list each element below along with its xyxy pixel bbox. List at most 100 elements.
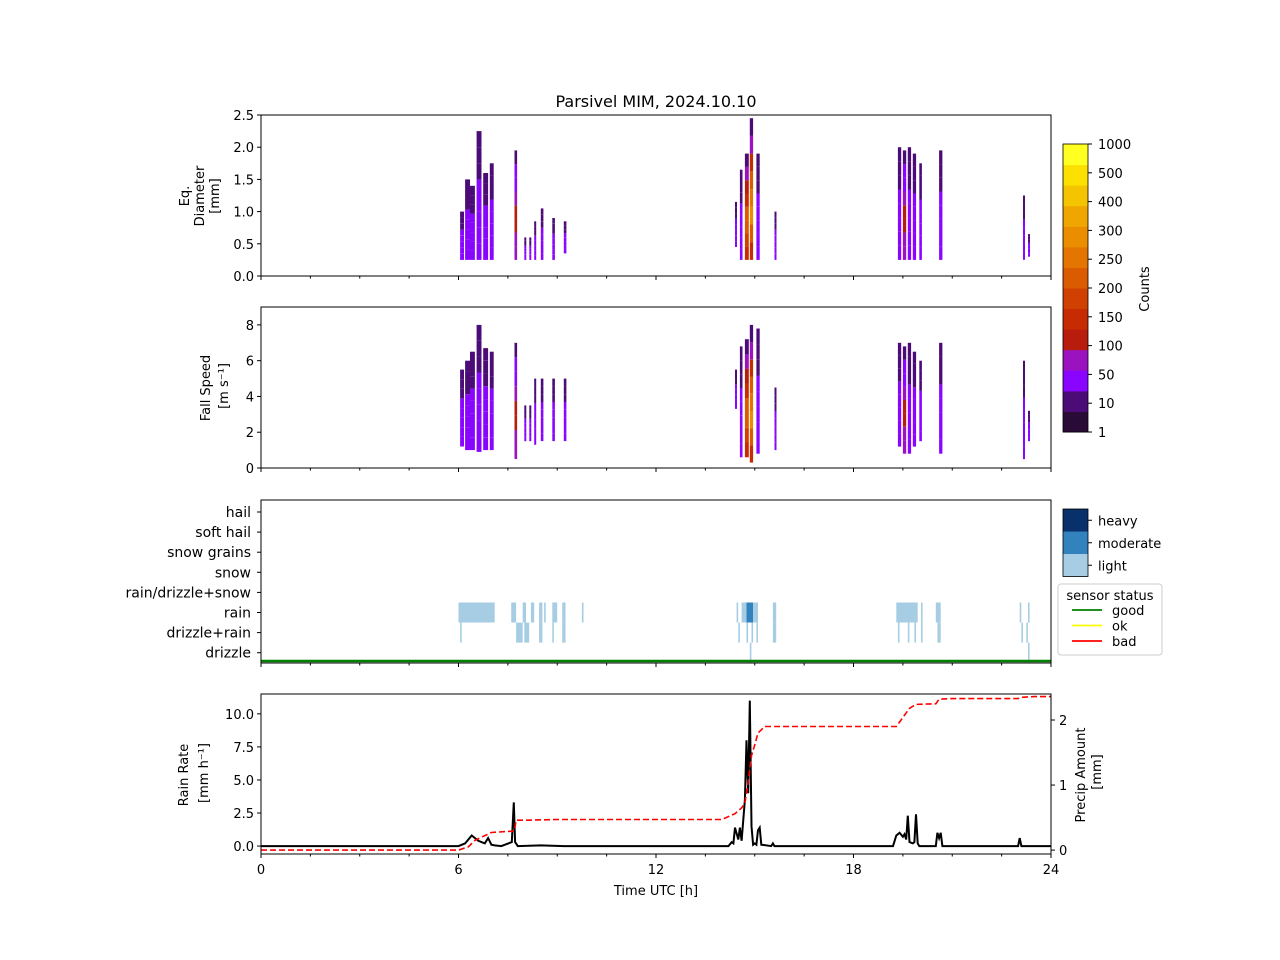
heatmap-cell — [552, 417, 555, 426]
heatmap-cell — [1028, 429, 1030, 434]
heatmap-cell — [739, 346, 743, 361]
heatmap-cell — [919, 223, 922, 236]
heatmap-cell — [774, 217, 777, 224]
heatmap-cell — [1023, 235, 1025, 244]
heatmap-cell — [919, 380, 922, 391]
heatmap-cell — [749, 224, 754, 243]
heatmap-cell — [470, 250, 475, 260]
heatmap-event-18 — [774, 387, 777, 451]
heatmap-cell — [902, 164, 907, 178]
heatmap-event-21 — [907, 342, 912, 454]
drizzle-rain-segment — [907, 622, 910, 643]
heatmap-cell — [465, 360, 470, 372]
heatmap-event-14 — [739, 346, 743, 458]
heatmap-cell — [774, 387, 777, 396]
heatmap-cell — [912, 180, 917, 194]
y-tick-label: 1.5 — [233, 173, 254, 188]
heatmap-cell — [756, 406, 760, 423]
colorbar-cell — [1063, 226, 1088, 248]
rain-segment — [522, 602, 526, 623]
heatmap-cell — [749, 118, 754, 136]
heatmap-cell — [460, 427, 464, 437]
fall-speed-ylabel-line1: Fall Speed — [199, 355, 214, 421]
heatmap-cell — [460, 436, 464, 447]
x-tick-label: 12 — [648, 863, 665, 878]
colorbar-tick-label: 200 — [1098, 282, 1123, 297]
heatmap-cell — [744, 206, 749, 221]
heatmap-event-10 — [540, 378, 544, 442]
heatmap-cell — [483, 183, 489, 195]
colorbar-tick-label: 1 — [1098, 426, 1106, 441]
drizzle-rain-segment — [937, 622, 941, 643]
heatmap-cell — [919, 199, 922, 212]
heatmap-cell — [756, 233, 760, 247]
heatmap-cell — [744, 368, 749, 384]
heatmap-cell — [534, 386, 537, 396]
heatmap-cell — [540, 386, 544, 395]
heatmap-cell — [939, 150, 943, 165]
heatmap-cell — [744, 233, 749, 247]
heatmap-cell — [534, 230, 537, 236]
drizzle-rain-segment — [552, 622, 554, 643]
colorbar-cell — [1063, 411, 1088, 433]
heatmap-cell — [1028, 422, 1030, 426]
heatmap-cell — [1023, 219, 1025, 228]
heatmap-event-26 — [1028, 234, 1030, 257]
heatmap-cell — [529, 436, 532, 442]
heatmap-cell — [552, 378, 555, 387]
heatmap-cell — [465, 383, 470, 395]
heatmap-cell — [483, 194, 489, 206]
heatmap-cell — [529, 414, 532, 419]
heatmap-cell — [460, 211, 464, 218]
heatmap-cell — [902, 177, 907, 192]
heatmap-cell — [524, 409, 527, 415]
heatmap-cell — [552, 228, 555, 234]
heatmap-cell — [540, 247, 544, 254]
heatmap-cell — [476, 163, 482, 180]
heatmap-cell — [919, 421, 922, 432]
heatmap-cell — [919, 411, 922, 422]
category-label: rain/drizzle+snow — [126, 585, 251, 601]
category-label: rain — [224, 606, 251, 622]
drizzle-rain-segment — [738, 622, 740, 643]
rain-segment — [544, 602, 546, 623]
heatmap-cell — [552, 223, 555, 229]
heatmap-cell — [524, 418, 527, 424]
heatmap-cell — [534, 436, 537, 445]
heatmap-cell — [534, 235, 537, 241]
heatmap-cell — [919, 187, 922, 200]
rain-segment — [581, 602, 584, 623]
heatmap-cell — [756, 220, 760, 234]
heatmap-cell — [907, 439, 912, 454]
heatmap-event-10 — [540, 208, 544, 260]
heatmap-cell — [735, 230, 737, 236]
rain-segment — [511, 602, 517, 623]
y-tick-label: 0.0 — [233, 840, 254, 855]
heatmap-cell — [907, 426, 912, 440]
heatmap-cell — [749, 342, 754, 360]
heatmap-cell — [465, 405, 470, 417]
heatmap-cell — [1028, 418, 1030, 423]
heatmap-cell — [1023, 422, 1025, 435]
heatmap-cell — [483, 411, 489, 425]
heatmap-cell — [774, 411, 777, 419]
heatmap-cell — [524, 423, 527, 428]
heatmap-cell — [1023, 409, 1025, 423]
precip-type-panel: hail soft hail snow grains snow rain/drizzle… — [126, 499, 1052, 667]
heatmap-cell — [524, 257, 527, 260]
heatmap-cell — [524, 251, 527, 255]
heatmap-cell — [540, 409, 544, 418]
rain-segment — [746, 602, 754, 623]
drizzle-rain-segment — [772, 622, 777, 643]
fall-speed-ylabel-line2: [m s⁻¹] — [217, 363, 232, 409]
rain-segment — [530, 602, 535, 623]
drizzle-rain-segment — [539, 622, 543, 643]
heatmap-cell — [465, 189, 470, 200]
heatmap-cell — [739, 374, 743, 388]
heatmap-cell — [739, 237, 743, 249]
heatmap-cell — [919, 175, 922, 188]
heatmap-cell — [489, 364, 494, 377]
heatmap-cell — [483, 437, 489, 451]
heatmap-event-22 — [912, 153, 917, 260]
heatmap-cell — [939, 164, 943, 178]
